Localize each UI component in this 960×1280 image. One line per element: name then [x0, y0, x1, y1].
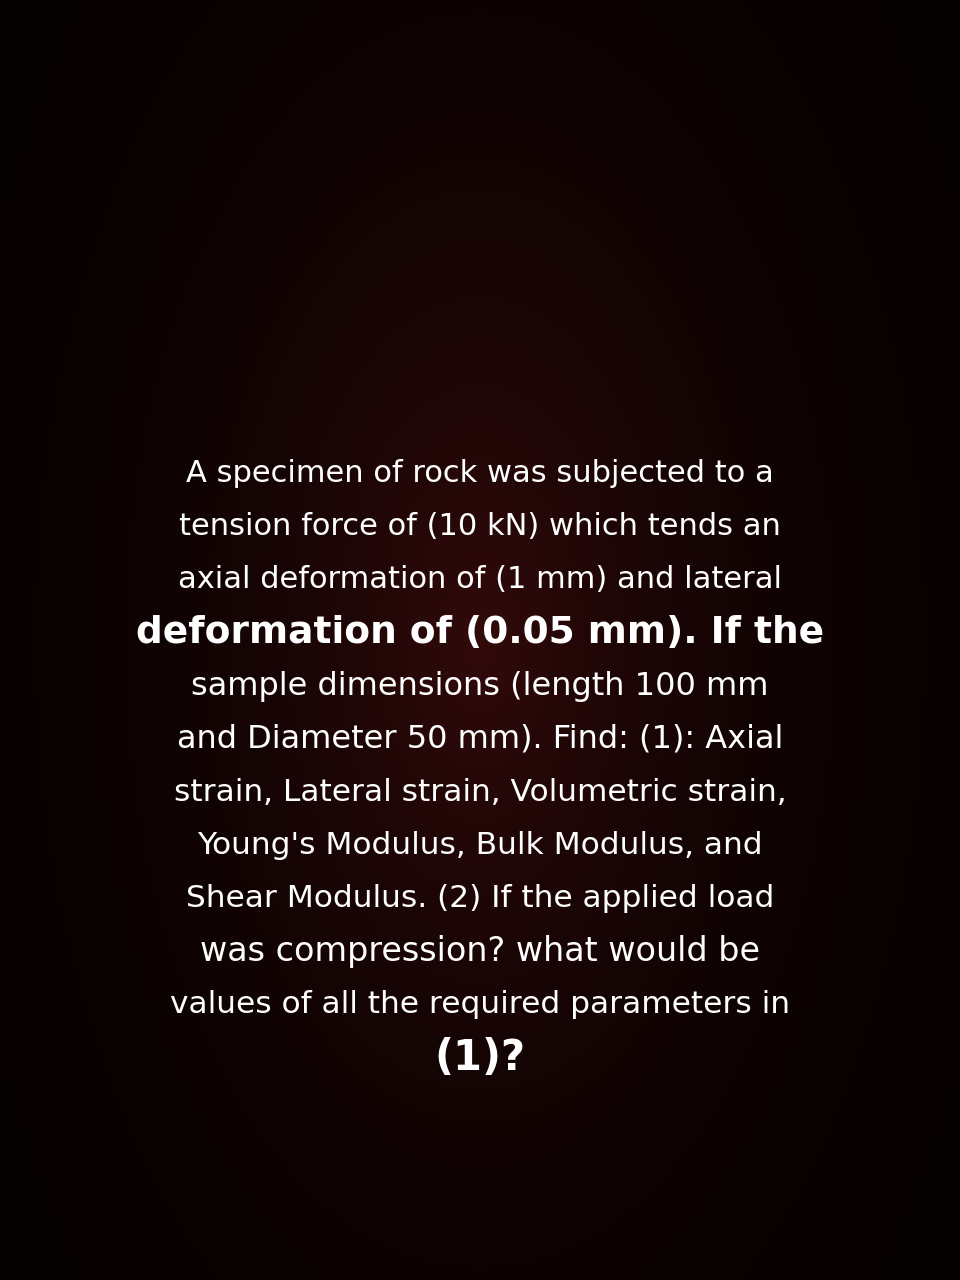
Text: Shear Modulus. (2) If the applied load: Shear Modulus. (2) If the applied load: [186, 884, 774, 913]
Text: deformation of (0.05 mm). If the: deformation of (0.05 mm). If the: [136, 614, 824, 652]
Text: (1)?: (1)?: [435, 1037, 525, 1079]
Text: tension force of (10 kN) which tends an: tension force of (10 kN) which tends an: [180, 512, 780, 541]
Text: sample dimensions (length 100 mm: sample dimensions (length 100 mm: [191, 671, 769, 701]
Text: was compression? what would be: was compression? what would be: [200, 936, 760, 968]
Text: values of all the required parameters in: values of all the required parameters in: [170, 991, 790, 1019]
Text: axial deformation of (1 mm) and lateral: axial deformation of (1 mm) and lateral: [178, 566, 782, 594]
Text: strain, Lateral strain, Volumetric strain,: strain, Lateral strain, Volumetric strai…: [174, 778, 786, 806]
Text: Young's Modulus, Bulk Modulus, and: Young's Modulus, Bulk Modulus, and: [197, 831, 763, 860]
Text: and Diameter 50 mm). Find: (1): Axial: and Diameter 50 mm). Find: (1): Axial: [177, 723, 783, 755]
Text: A specimen of rock was subjected to a: A specimen of rock was subjected to a: [186, 460, 774, 488]
